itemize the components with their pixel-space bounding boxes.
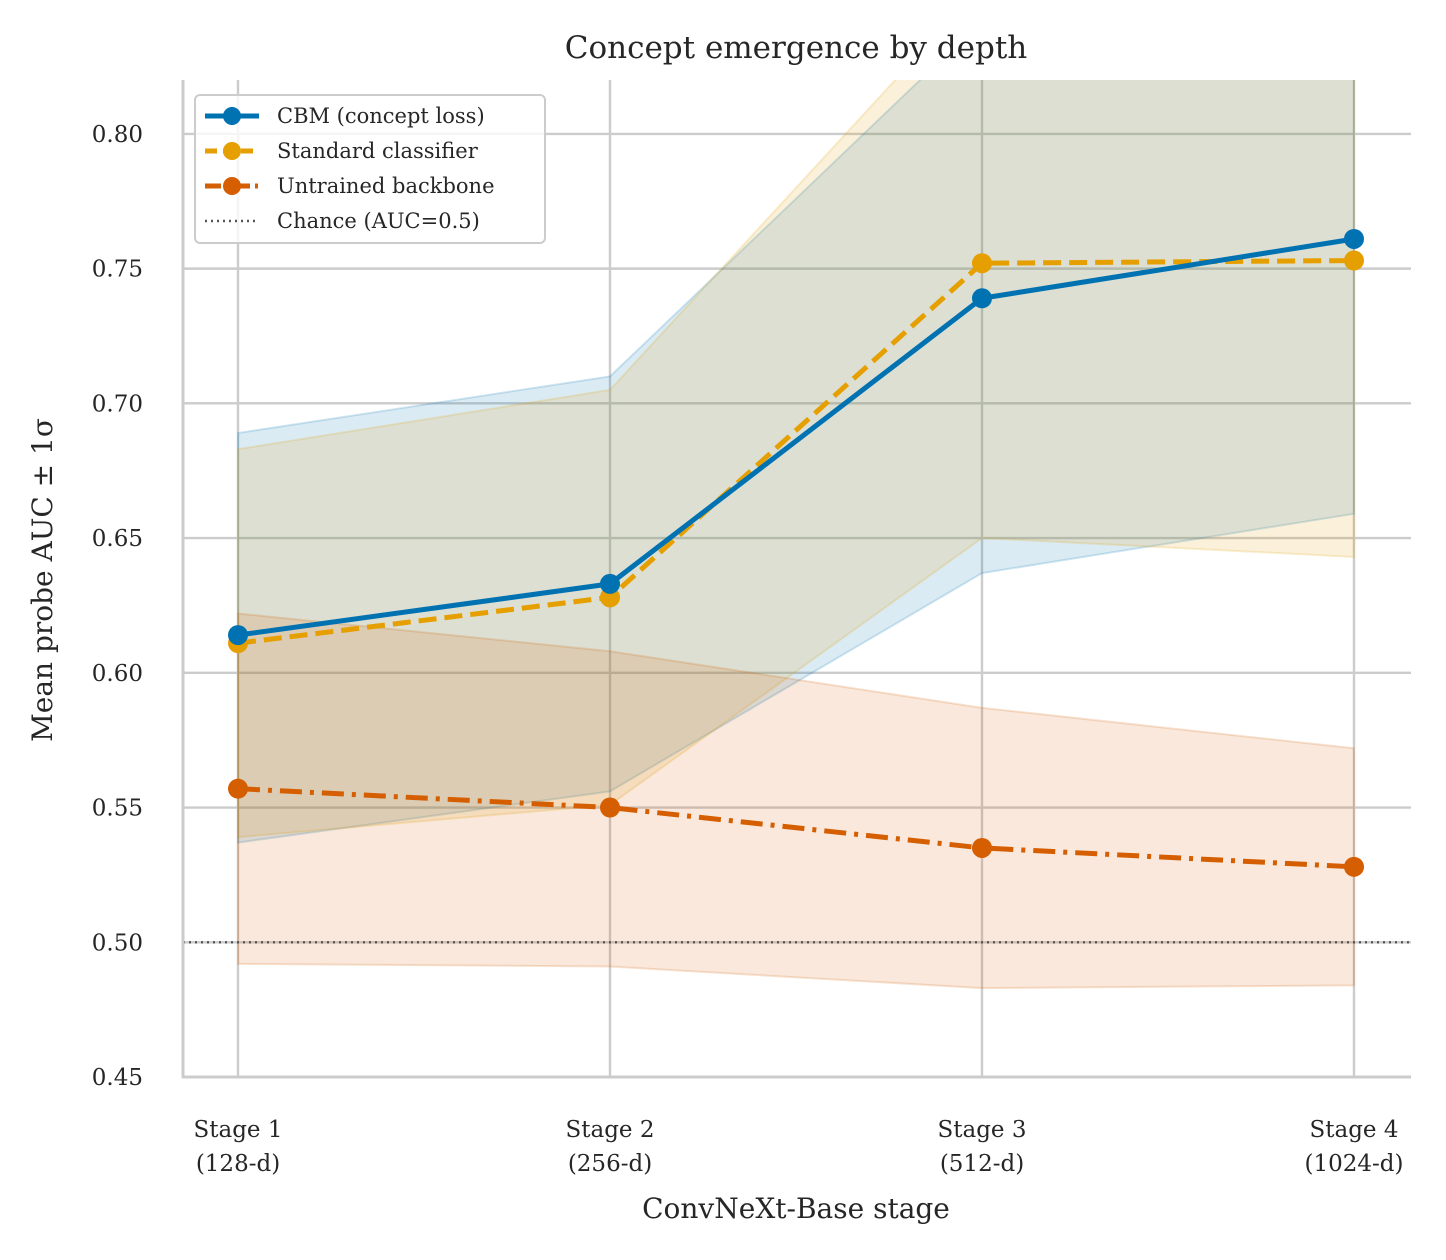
data-point-3 [228,778,248,799]
confidence-band-1 [237,80,1355,844]
y-tick-label: 0.65 [92,526,143,552]
y-tick-label: 0.75 [92,257,143,283]
x-tick-sublabel: (512-d) [940,1151,1024,1177]
y-tick-label: 0.80 [92,122,143,148]
data-point-1 [600,573,620,594]
y-axis-label: Mean probe AUC ± 1σ [26,418,59,742]
data-point-3 [600,797,620,818]
legend-box [194,94,546,244]
chart-title: Concept emergence by depth [565,30,1028,66]
data-point-3 [1344,856,1364,877]
series-line-1 [237,236,1355,638]
data-point-3 [972,837,992,858]
x-tick-sublabel: (256-d) [568,1151,652,1177]
axes: 0.45 0.50 0.55 0.60 0.65 0.70 0.75 0.80 Stage 1 (… [92,80,1411,1177]
x-tick-label: Stage 3 [938,1117,1027,1143]
y-tick-label: 0.55 [92,796,143,822]
y-tick-label: 0.70 [92,391,143,417]
y-tick-label: 0.45 [92,1065,143,1091]
legend-marker-2 [223,142,241,160]
legend-label-4: Chance (AUC=0.5) [277,209,480,233]
x-tick-label: Stage 4 [1310,1117,1399,1143]
x-tick-sublabel: (128-d) [196,1151,280,1177]
data-point-2 [1344,250,1364,271]
x-axis-label: ConvNeXt-Base stage [642,1192,950,1225]
confidence-bands [237,80,1355,990]
legend: CBM (concept loss) Standard classifier Unt… [194,94,546,244]
series-line-2 [237,258,1355,646]
x-tick-sublabel: (1024-d) [1305,1151,1404,1177]
y-tick-label: 0.50 [92,930,143,956]
legend-label-2: Standard classifier [277,139,479,163]
legend-marker-1 [223,107,241,125]
confidence-band-3 [237,612,1355,990]
data-point-1 [972,288,992,309]
legend-label-3: Untrained backbone [277,174,495,198]
data-point-1 [228,625,248,646]
x-tick-label: Stage 2 [566,1117,655,1143]
y-tick-label: 0.60 [92,661,143,687]
series-lines [228,228,1364,877]
data-point-2 [972,253,992,274]
series-line-3 [237,786,1355,870]
legend-marker-3 [223,177,241,195]
confidence-band-2 [237,80,1355,839]
data-point-1 [1344,228,1364,249]
legend-label-1: CBM (concept loss) [277,104,485,128]
x-tick-label: Stage 1 [194,1117,283,1143]
